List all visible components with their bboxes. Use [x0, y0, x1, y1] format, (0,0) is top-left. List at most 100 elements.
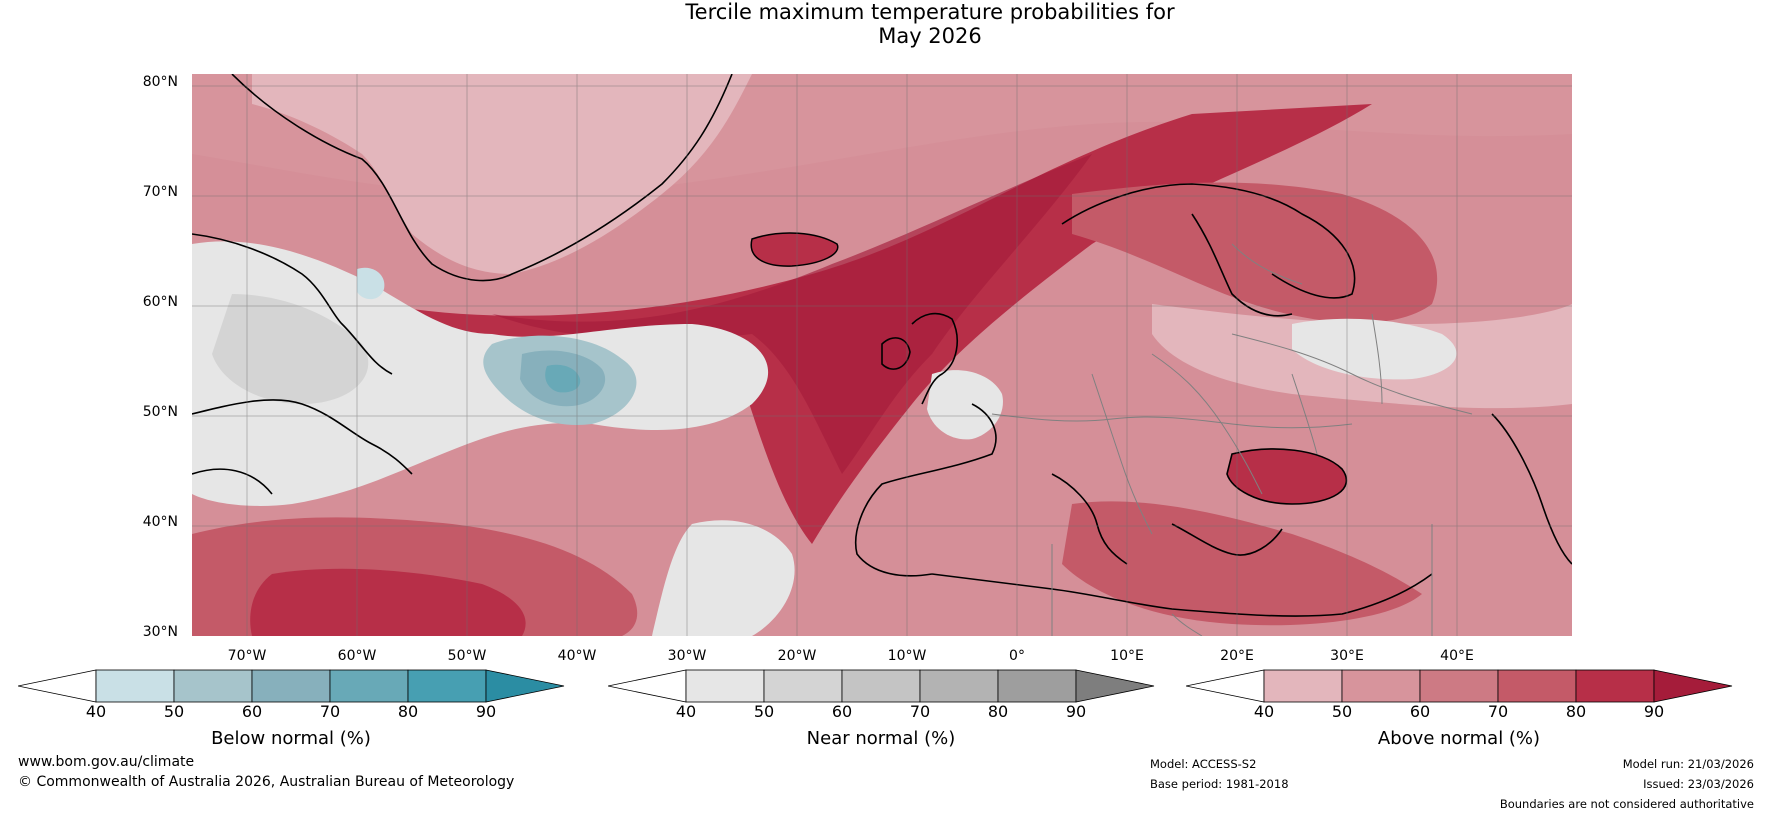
lon-label-40w: 40°W: [557, 648, 597, 664]
iberia-coast: [855, 403, 997, 577]
region-near-normal-france: [927, 370, 1003, 440]
region-near-normal-east: [1292, 318, 1457, 380]
title-line-2: May 2026: [878, 24, 982, 48]
colorbar-extend-high: [485, 669, 565, 703]
lon-label-20w: 20°W: [777, 648, 817, 664]
colorbar-tick-label: 40: [1253, 702, 1275, 721]
lon-label-50w: 50°W: [447, 648, 487, 664]
region-greenland: [252, 74, 752, 274]
border-line-5: [1291, 373, 1318, 455]
region-near-normal-west: [192, 241, 769, 506]
scandinavia-coast: [1061, 183, 1356, 299]
colorbar-bin: [251, 669, 331, 703]
border-line-9: [1171, 613, 1203, 636]
north-africa-coast: [931, 573, 1433, 617]
lon-label-40e: 40°E: [1440, 648, 1474, 664]
lat-label-60n: 60°N: [142, 294, 178, 310]
border-line-3: [1151, 353, 1263, 495]
region-black-sea: [1227, 449, 1347, 504]
lat-label-50n: 50°N: [142, 404, 178, 420]
colorbar-bin: [1497, 669, 1577, 703]
lat-label-80n: 80°N: [142, 74, 178, 90]
lon-label-10e: 10°E: [1110, 648, 1144, 664]
colorbar-bin: [919, 669, 999, 703]
coastlines: [192, 74, 1572, 617]
colorbar-near-normal: [608, 669, 1155, 703]
lon-label-60w: 60°W: [337, 648, 377, 664]
region-scandinavia: [1072, 182, 1438, 323]
region-near-normal-atlantic-south: [652, 520, 795, 636]
lon-label-0: 0°: [1009, 648, 1025, 664]
lat-label-70n: 70°N: [142, 184, 178, 200]
colorbar-bin: [685, 669, 765, 703]
colorbar-tick-label: 90: [1065, 702, 1087, 721]
base-period-text: Base period: 1981-2018: [1150, 777, 1289, 791]
colorbar-tick-label: 60: [241, 702, 263, 721]
colorbar-extend-low: [18, 669, 97, 703]
colorbar-tick-label: 60: [1409, 702, 1431, 721]
colorbar-bin: [1419, 669, 1499, 703]
colorbar-bin: [329, 669, 409, 703]
region-below-normal-center: [545, 364, 581, 393]
colorbar-tick-label: 70: [1487, 702, 1509, 721]
baltic-coast: [1191, 213, 1293, 317]
colorbar-tick-label: 90: [1643, 702, 1665, 721]
colorbar-tick-label: 80: [987, 702, 1009, 721]
colorbar-extend-high: [1075, 669, 1155, 703]
colorbar-bin: [95, 669, 175, 703]
colorbar-tick-label: 60: [831, 702, 853, 721]
colorbar-bin: [763, 669, 843, 703]
colorbar-near-title: Near normal (%): [806, 728, 956, 749]
website-link[interactable]: www.bom.gov.au/climate: [18, 754, 195, 770]
colorbar-tick-label: 40: [85, 702, 107, 721]
colorbar-tick-label: 70: [909, 702, 931, 721]
graticule: [192, 74, 1572, 636]
map-title: Tercile maximum temperature probabilitie…: [0, 0, 1770, 48]
colorbar-tick-label: 50: [1331, 702, 1353, 721]
colorbar-tick-label: 90: [475, 702, 497, 721]
country-borders: [991, 243, 1473, 636]
lat-label-40n: 40°N: [142, 514, 178, 530]
region-atlantic-core: [492, 154, 1092, 474]
colorbar-tick-label: 80: [1565, 702, 1587, 721]
colorbar-below-normal: [18, 669, 565, 703]
colorbar-below-title: Below normal (%): [211, 728, 371, 749]
italy-coast: [1051, 473, 1128, 565]
lon-label-30w: 30°W: [667, 648, 707, 664]
copyright-text: © Commonwealth of Australia 2026, Austra…: [18, 774, 515, 790]
lat-label-30n: 30°N: [142, 624, 178, 640]
map-canvas: [192, 74, 1572, 636]
colorbar-tick-label: 70: [319, 702, 341, 721]
region-mediterranean: [1062, 501, 1422, 626]
lon-label-70w: 70°W: [227, 648, 267, 664]
colorbar-bin: [997, 669, 1077, 703]
colorbar-bin: [1341, 669, 1421, 703]
colorbar-bin: [841, 669, 921, 703]
border-line-2: [1091, 373, 1153, 535]
model-run-text: Model run: 21/03/2026: [1622, 757, 1754, 771]
colorbar-bin: [1263, 669, 1343, 703]
probability-map: [192, 74, 1572, 636]
colorbar-above-title: Above normal (%): [1377, 728, 1541, 749]
newfoundland-coast: [192, 399, 413, 475]
title-line-1: Tercile maximum temperature probabilitie…: [685, 0, 1175, 24]
nova-scotia-coast: [192, 468, 273, 495]
border-line-4: [1231, 333, 1473, 415]
colorbar-tick-label: 40: [675, 702, 697, 721]
colorbar-bin: [173, 669, 253, 703]
lon-label-20e: 20°E: [1220, 648, 1254, 664]
labrador-coast: [192, 233, 393, 375]
border-line-6: [1371, 313, 1383, 405]
colorbar-tick-label: 50: [163, 702, 185, 721]
colorbar-above-normal: [1186, 669, 1733, 703]
region-below-normal-small: [357, 267, 385, 300]
colorbar-extend-high: [1653, 669, 1733, 703]
lon-label-30e: 30°E: [1330, 648, 1364, 664]
caspian-coast: [1491, 413, 1572, 565]
region-southwest-core: [250, 568, 526, 636]
black-sea-coast: [1226, 448, 1348, 505]
britain-coast: [911, 312, 958, 405]
region-near-normal-labrador: [212, 294, 369, 404]
border-line-10: [1231, 243, 1303, 285]
colorbar-bin: [407, 669, 487, 703]
